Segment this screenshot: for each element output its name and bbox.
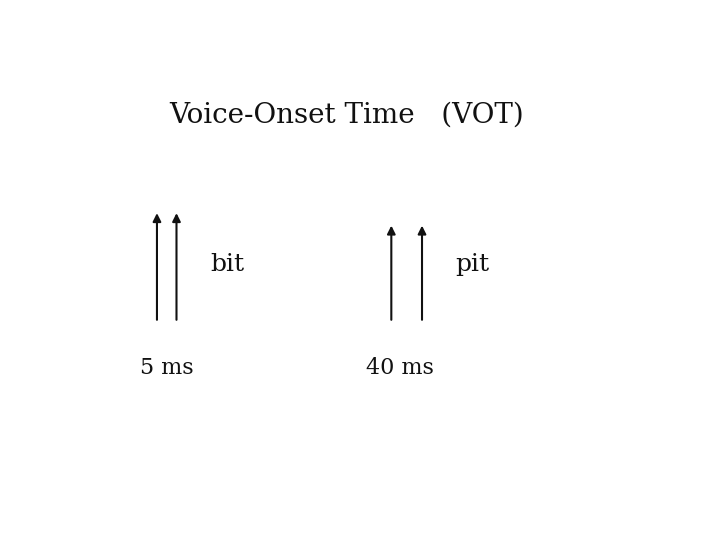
Text: 40 ms: 40 ms	[366, 357, 434, 379]
Text: pit: pit	[456, 253, 490, 276]
Text: bit: bit	[210, 253, 244, 276]
Text: Voice-Onset Time   (VOT): Voice-Onset Time (VOT)	[169, 101, 524, 128]
Text: 5 ms: 5 ms	[140, 357, 194, 379]
